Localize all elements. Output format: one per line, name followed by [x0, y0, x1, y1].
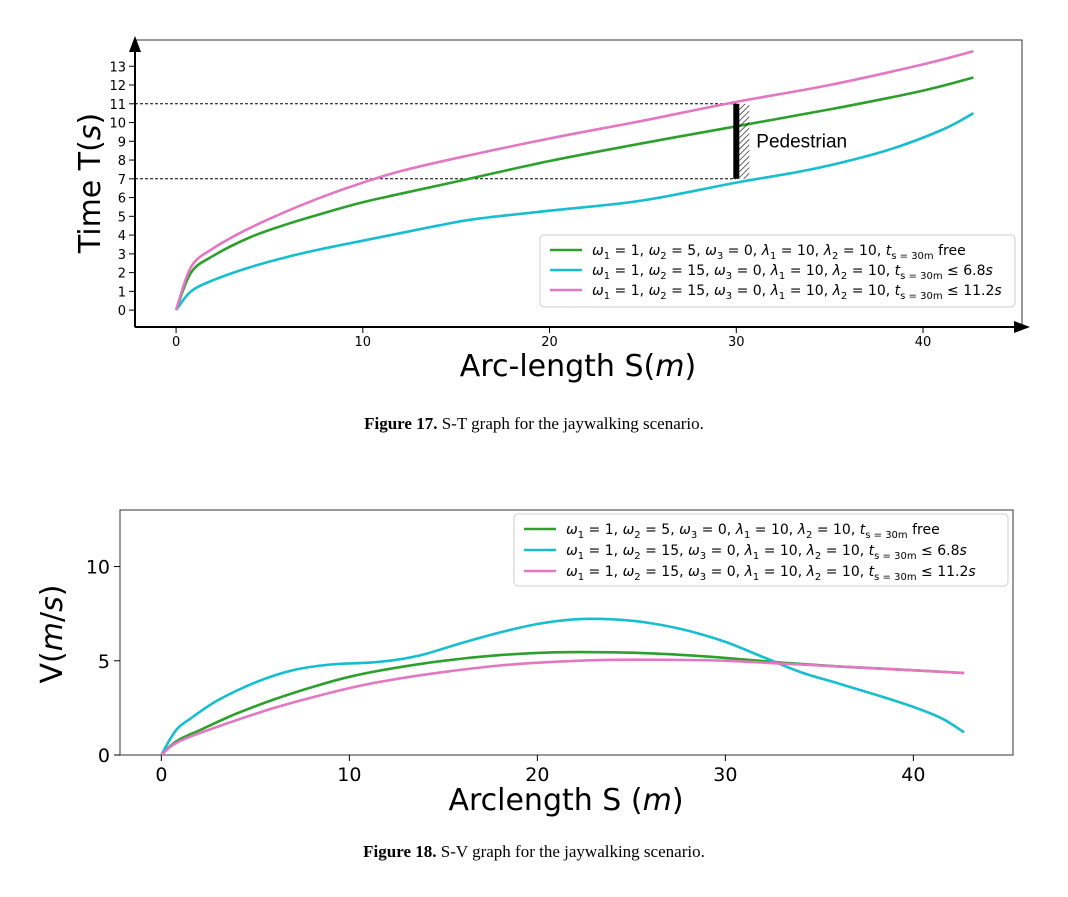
sv-legend-label: ω1 = 1, ω2 = 15, ω3 = 0, λ1 = 10, λ2 = 1… — [566, 543, 967, 562]
st-y-tick-label: 13 — [109, 60, 126, 75]
sv-legend: ω1 = 1, ω2 = 5, ω3 = 0, λ1 = 10, λ2 = 10… — [513, 513, 1009, 587]
figure-17-caption: Figure 17. S-T graph for the jaywalking … — [364, 414, 704, 433]
st-x-tick-label: 20 — [541, 335, 558, 350]
st-legend: ω1 = 1, ω2 = 5, ω3 = 0, λ1 = 10, λ2 = 10… — [539, 234, 1016, 308]
sv-legend-label: ω1 = 1, ω2 = 5, ω3 = 0, λ1 = 10, λ2 = 10… — [566, 522, 940, 541]
sv-series-line-3 — [160, 658, 965, 756]
st-y-tick-label: 2 — [118, 267, 126, 282]
st-y-tick-label: 10 — [109, 117, 126, 132]
sv-y-tick-label: 5 — [98, 651, 110, 673]
st-x-tick-label: 0 — [172, 335, 180, 350]
st-series-line-2 — [175, 112, 975, 311]
sv-series-line-2 — [160, 617, 965, 756]
sv-x-axis-label: Arclength S (m) — [448, 783, 683, 818]
st-x-tick-label: 10 — [355, 335, 372, 350]
sv-y-tick-label: 10 — [86, 557, 110, 579]
st-series-line-3 — [174, 50, 974, 311]
st-series-line-1 — [174, 76, 974, 311]
sv-x-tick-label: 10 — [337, 764, 361, 786]
sv-x-tick-label: 0 — [155, 764, 167, 786]
sv-chart: 0 10 20 30 40 0 5 10 Arclength S (m) V(m/s) ω1 … — [35, 509, 1014, 818]
st-legend-label: ω1 = 1, ω2 = 15, ω3 = 0, λ1 = 10, λ2 = 1… — [592, 283, 1002, 302]
pedestrian-label: Pedestrian — [756, 131, 847, 152]
st-legend-label: ω1 = 1, ω2 = 15, ω3 = 0, λ1 = 10, λ2 = 1… — [592, 263, 993, 282]
st-y-tick-label: 5 — [118, 210, 126, 225]
st-legend-box — [539, 234, 1016, 308]
st-x-arrowhead-icon — [1014, 321, 1030, 333]
pedestrian-bar — [733, 103, 740, 179]
sv-legend-label: ω1 = 1, ω2 = 15, ω3 = 0, λ1 = 10, λ2 = 1… — [566, 564, 976, 583]
st-y-tick-label: 12 — [109, 79, 126, 94]
st-x-tick-label: 30 — [728, 335, 745, 350]
st-y-tick-label: 4 — [118, 229, 126, 244]
pedestrian-hatch — [739, 103, 750, 179]
sv-series — [160, 617, 965, 756]
st-y-tick-label: 11 — [109, 98, 126, 113]
st-y-axis-label: Time T(s) — [73, 113, 108, 254]
st-y-tick-label: 8 — [118, 154, 126, 169]
st-series — [174, 50, 975, 311]
st-x-axis-label: Arc-length S(m) — [460, 349, 696, 384]
sv-x-tick-label: 20 — [525, 764, 549, 786]
st-y-tick-label: 9 — [118, 135, 126, 150]
st-y-arrowhead-icon — [129, 36, 141, 52]
sv-x-tick-label: 40 — [901, 764, 925, 786]
sv-legend-box — [513, 513, 1009, 587]
sv-plot-frame — [119, 509, 1014, 756]
sv-x-tick-label: 30 — [713, 764, 737, 786]
st-x-tick-label: 40 — [915, 335, 932, 350]
sv-y-tick-label: 0 — [98, 745, 110, 767]
st-y-tick-label: 3 — [118, 248, 126, 263]
st-y-tick-label: 1 — [118, 285, 126, 300]
pedestrian-obstacle: Pedestrian — [733, 103, 847, 179]
figure-18-caption: Figure 18. S-V graph for the jaywalking … — [363, 842, 705, 861]
st-y-tick-label: 6 — [118, 192, 126, 207]
sv-ticks: 0 10 20 30 40 0 5 10 — [86, 557, 926, 786]
sv-y-axis-label: V(m/s) — [35, 585, 70, 684]
st-y-tick-label: 7 — [118, 173, 126, 188]
st-y-tick-label: 0 — [118, 304, 126, 319]
st-legend-label: ω1 = 1, ω2 = 5, ω3 = 0, λ1 = 10, λ2 = 10… — [592, 243, 966, 262]
st-reference-lines — [135, 103, 737, 180]
